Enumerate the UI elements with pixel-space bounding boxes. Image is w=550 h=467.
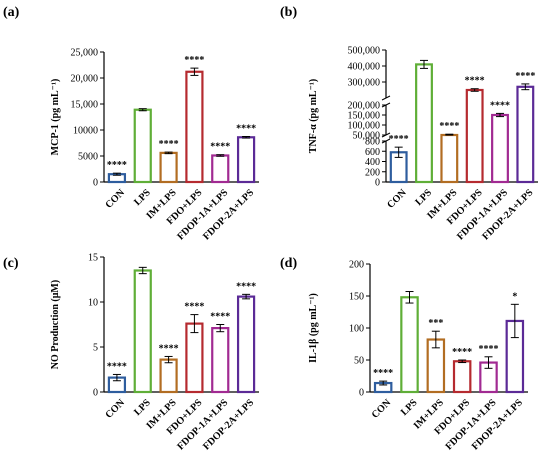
y-axis-label: TNF-α (pg mL⁻¹) (308, 79, 319, 153)
y-axis-label: IL-1β (pg mL⁻¹) (308, 293, 319, 363)
significance-label: **** (439, 121, 459, 132)
panel-a: (a) 0 5000 10000 15,000 20,000 25,000 MCP-1 (pg… (3, 5, 259, 242)
x-tick-label: CON (370, 397, 394, 421)
y-tick-label: 200,000 (348, 101, 381, 112)
bar (211, 327, 230, 394)
panel-label: (d) (280, 256, 297, 271)
significance-label: **** (107, 160, 127, 171)
bar (133, 108, 152, 184)
significance-label: **** (184, 55, 204, 66)
y-tick-label: 5000 (78, 152, 98, 163)
bar (516, 85, 535, 184)
panel-label: (c) (3, 256, 19, 271)
y-tick-label: 400,000 (348, 62, 381, 73)
y-tick-label: 800 (365, 137, 380, 148)
significance-label: **** (479, 344, 499, 355)
y-tick-label: 600 (365, 147, 380, 158)
y-tick-label: 20,000 (71, 74, 99, 85)
significance-label: **** (465, 76, 485, 87)
x-tick-label: CON (103, 187, 127, 211)
y-tick-label: 200 (365, 167, 380, 178)
bar (185, 322, 204, 394)
y-tick-label: 0 (359, 388, 364, 399)
significance-label: **** (210, 142, 230, 153)
significance-label: **** (184, 302, 204, 313)
y-tick-label: 0 (375, 178, 380, 189)
axis-break-mark (381, 95, 391, 101)
y-tick-label: 0 (93, 178, 98, 189)
significance-label: * (512, 291, 517, 302)
bar (452, 360, 472, 394)
y-tick-label: 5 (93, 343, 98, 354)
y-tick-label: 500,000 (348, 46, 381, 57)
bar (236, 295, 256, 394)
bar (415, 63, 433, 184)
y-tick-label: 50 (354, 356, 364, 367)
panel-b: (b) 020040060080050,000100,000150,000200,… (280, 5, 538, 242)
y-tick-label: 400 (365, 157, 380, 168)
significance-label: **** (373, 368, 393, 379)
y-tick-label: 0 (93, 388, 98, 399)
bar (465, 88, 484, 184)
significance-label: **** (159, 139, 179, 150)
x-tick-label: LPS (399, 397, 420, 418)
significance-label: **** (236, 281, 256, 292)
bar (185, 70, 204, 184)
bar (133, 269, 152, 394)
bar (211, 154, 230, 184)
x-tick-label: LPS (132, 187, 153, 208)
y-tick-label: 15,000 (71, 100, 99, 111)
significance-label: **** (236, 124, 256, 135)
y-axis-label: MCP-1 (pg mL⁻¹) (50, 79, 61, 156)
significance-label: **** (515, 71, 535, 82)
bar (159, 151, 178, 184)
x-tick-label: LPS (413, 187, 434, 208)
y-tick-label: 15 (88, 253, 98, 264)
y-tick-label: 300,000 (348, 78, 381, 89)
significance-label: *** (428, 318, 443, 329)
y-tick-label: 100,000 (348, 121, 381, 132)
bar (491, 113, 509, 184)
bar (236, 136, 256, 184)
y-tick-label: 100 (349, 324, 364, 335)
y-tick-label: 150 (349, 292, 364, 303)
y-tick-label: 50,000 (353, 131, 381, 142)
y-tick-label: 10 (88, 298, 98, 309)
y-tick-label: 150,000 (348, 111, 381, 122)
y-tick-label: 10000 (73, 126, 98, 137)
bar (440, 133, 459, 184)
x-tick-label: LPS (132, 397, 153, 418)
significance-label: **** (389, 134, 409, 145)
x-tick-label: CON (385, 187, 409, 211)
panel-c: (c) 0 5 10 15 NO Production (μM) **** CON LPS ***… (3, 253, 259, 452)
y-axis-label: NO Production (μM) (50, 280, 61, 369)
significance-label: **** (210, 312, 230, 323)
significance-label: **** (490, 100, 510, 111)
bar (159, 358, 178, 394)
y-tick-label: 200 (349, 260, 364, 271)
bar (400, 296, 419, 394)
panel-label: (b) (280, 5, 297, 20)
significance-label: **** (159, 343, 179, 354)
x-tick-label: CON (103, 397, 127, 421)
y-tick-label: 25,000 (71, 48, 99, 59)
significance-label: **** (107, 361, 127, 372)
panel-label: (a) (3, 5, 20, 20)
significance-label: **** (452, 347, 472, 358)
